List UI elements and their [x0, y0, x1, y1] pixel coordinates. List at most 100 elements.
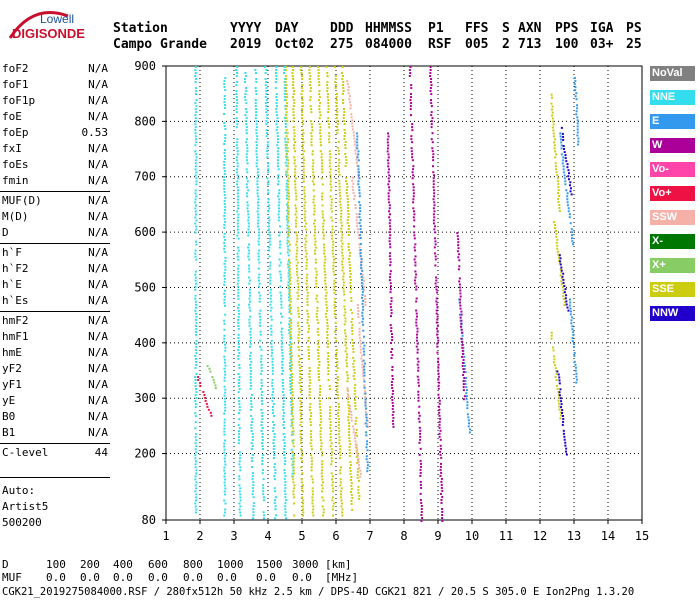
echo-point-nne	[223, 322, 226, 325]
echo-point-nne	[223, 475, 226, 478]
echo-point-w	[460, 340, 463, 343]
echo-point-sse	[343, 299, 346, 302]
echo-point-sse	[353, 389, 356, 392]
echo-point-sse	[294, 171, 297, 174]
echo-point-nne	[224, 502, 227, 505]
echo-point-nne	[195, 105, 198, 108]
echo-point-nne	[195, 177, 198, 180]
echo-point-sse	[353, 359, 356, 362]
echo-point-e	[362, 347, 365, 350]
echo-point-w	[388, 204, 391, 207]
echo-point-sse	[292, 427, 295, 430]
echo-point-sse	[330, 186, 333, 189]
echo-point-w	[416, 351, 419, 354]
echo-point-sse	[319, 102, 322, 105]
echo-point-w	[437, 387, 440, 390]
echo-point-w	[433, 237, 436, 240]
echo-point-sse	[288, 249, 291, 252]
echo-point-sse	[347, 248, 350, 251]
echo-point-nne	[270, 330, 273, 333]
echo-point-e	[363, 365, 366, 368]
echo-point-sse	[349, 473, 352, 476]
echo-point-nne	[223, 226, 226, 229]
echo-point-nne	[254, 99, 257, 102]
echo-point-sse	[292, 475, 295, 478]
echo-point-sse	[329, 412, 332, 415]
echo-point-sse	[351, 332, 354, 335]
echo-point-nne	[223, 433, 226, 436]
echo-point-sse	[550, 93, 553, 96]
echo-point-sse	[329, 433, 332, 436]
echo-point-ssw	[362, 285, 365, 288]
echo-point-ssw	[350, 116, 353, 119]
echo-point-w	[429, 75, 432, 78]
echo-point-sse	[292, 93, 295, 96]
echo-point-e	[362, 359, 365, 362]
echo-point-vo	[210, 414, 213, 417]
echo-point-nne	[224, 373, 227, 376]
echo-point-nne	[266, 153, 269, 156]
echo-point-nne	[290, 403, 293, 406]
echo-point-nne	[254, 105, 257, 108]
echo-point-nne	[288, 362, 291, 365]
echo-point-nne	[236, 201, 239, 204]
echo-point-nne	[195, 171, 198, 174]
echo-point-sse	[353, 386, 356, 389]
echo-point-sse	[349, 266, 352, 269]
echo-point-sse	[292, 418, 295, 421]
echo-point-ssw	[353, 137, 356, 140]
echo-point-nne	[223, 301, 226, 304]
echo-point-sse	[298, 327, 301, 330]
echo-point-nne	[237, 412, 240, 415]
echo-point-ssw	[359, 345, 362, 348]
echo-point-w	[388, 279, 391, 282]
echo-point-e	[357, 159, 360, 162]
echo-point-nne	[277, 195, 280, 198]
echo-point-nne	[262, 484, 265, 487]
echo-point-w	[441, 513, 444, 516]
echo-point-sse	[318, 360, 321, 363]
param-value: N/A	[88, 94, 108, 107]
echo-point-nne	[255, 147, 258, 150]
echo-point-sse	[326, 306, 329, 309]
echo-point-nne	[194, 93, 197, 96]
param-name: MUF(D)	[2, 194, 42, 207]
echo-point-nne	[268, 246, 271, 249]
echo-point-e	[468, 422, 471, 425]
echo-point-sse	[323, 246, 326, 249]
echo-point-sse	[347, 407, 350, 410]
echo-point-ssw	[359, 339, 362, 342]
echo-point-sse	[297, 333, 300, 336]
echo-point-sse	[328, 171, 331, 174]
param-name: foF1	[2, 78, 29, 91]
echo-point-nne	[252, 505, 255, 508]
echo-point-nne	[281, 369, 284, 372]
echo-point-nne	[264, 102, 267, 105]
echo-point-sse	[296, 267, 299, 270]
echo-point-sse	[319, 391, 322, 394]
echo-point-sse	[302, 153, 305, 156]
echo-point-nne	[223, 199, 226, 202]
echo-point-sse	[315, 270, 318, 273]
echo-point-nne	[269, 303, 272, 306]
echo-point-nne	[277, 156, 280, 159]
echo-point-e	[365, 455, 368, 458]
echo-point-sse	[341, 263, 344, 266]
echo-point-sse	[347, 212, 350, 215]
echo-point-w	[436, 345, 439, 348]
echo-point-w	[412, 186, 415, 189]
echo-point-nne	[245, 123, 248, 126]
echo-point-nne	[235, 105, 238, 108]
echo-point-nne	[255, 90, 258, 93]
echo-point-ssw	[357, 315, 360, 318]
echo-point-sse	[353, 398, 356, 401]
echo-point-nne	[270, 339, 273, 342]
echo-point-sse	[346, 221, 349, 224]
echo-point-nne	[276, 150, 279, 153]
echo-point-w	[420, 513, 423, 516]
param-value: N/A	[88, 226, 108, 239]
echo-point-nnw	[559, 263, 562, 266]
echo-point-nne	[283, 454, 286, 457]
echo-point-sse	[299, 69, 302, 72]
echo-point-nne	[224, 493, 227, 496]
